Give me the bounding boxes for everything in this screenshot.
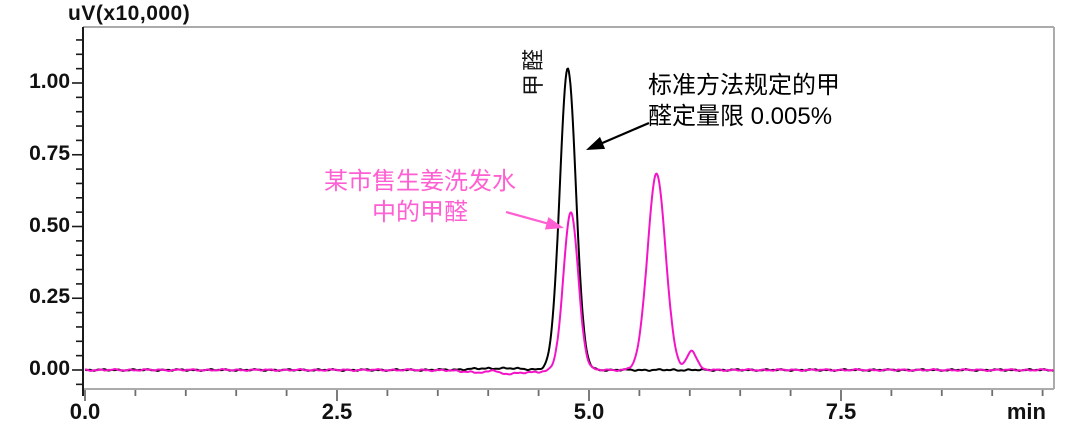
y-axis-unit-label: uV(x10,000) <box>68 2 191 25</box>
arrow-shampoo-sample <box>505 210 564 230</box>
arrow-standard-loq <box>586 121 650 150</box>
y-tick-label: 0.75 <box>29 141 70 165</box>
y-tick-label: 1.00 <box>29 70 70 93</box>
x-tick-label: 0.0 <box>69 399 101 424</box>
peak-label-formaldehyde: 甲醛 <box>521 46 546 97</box>
annotation-shampoo-sample-line2: 中的甲醛 <box>372 199 468 226</box>
x-tick-label: 5.0 <box>573 399 605 424</box>
y-tick-label: 0.25 <box>29 285 70 309</box>
annotation-standard-loq: 标准方法规定的甲 醛定量限 0.005% <box>648 70 840 132</box>
x-tick-label: 2.5 <box>321 399 353 424</box>
y-tick-label: 0.50 <box>29 213 70 237</box>
x-axis-unit-label: min <box>1006 399 1046 424</box>
y-tick-label: 0.00 <box>29 357 70 380</box>
annotation-standard-loq-line2: 醛定量限 0.005% <box>648 103 833 130</box>
annotation-shampoo-sample: 某市售生姜洗发水 中的甲醛 <box>320 166 520 228</box>
annotation-shampoo-sample-line1: 某市售生姜洗发水 <box>324 168 516 195</box>
x-tick-label: 7.5 <box>825 399 857 424</box>
annotation-standard-loq-line1: 标准方法规定的甲 <box>648 72 840 99</box>
shampoo-sample-trace <box>84 172 1054 376</box>
